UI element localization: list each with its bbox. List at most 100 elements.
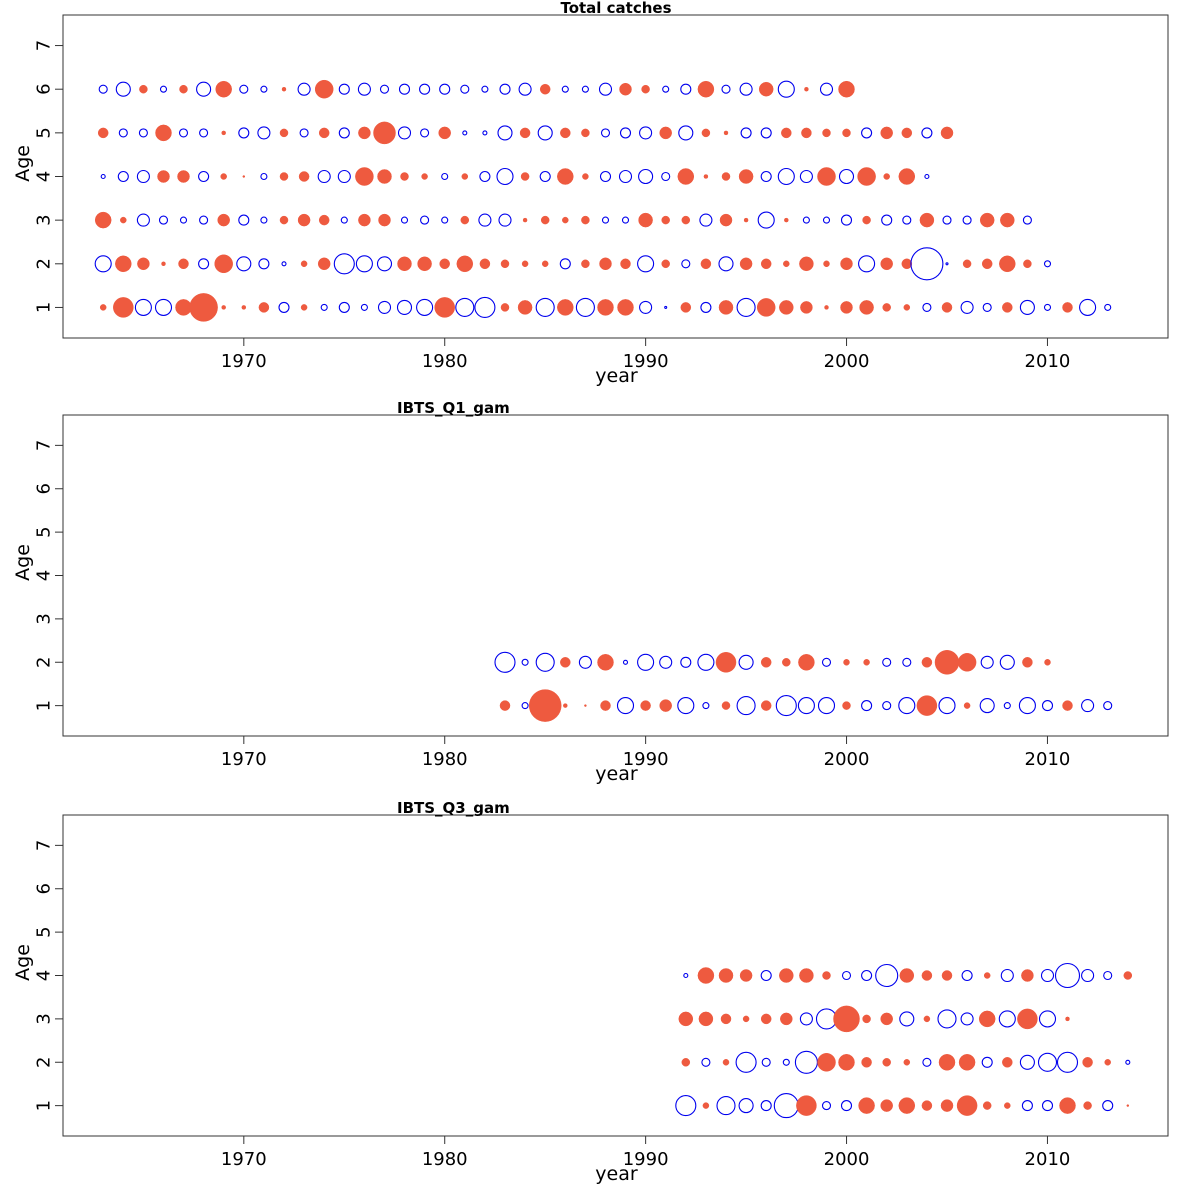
negative-residual-bubble (559, 258, 571, 270)
positive-residual-bubble (179, 84, 188, 94)
negative-residual-bubble (739, 82, 753, 96)
y-tick-label: 1 (33, 1100, 54, 1111)
negative-residual-bubble (683, 972, 689, 979)
negative-residual-bubble (260, 172, 268, 181)
positive-residual-bubble (581, 128, 590, 138)
negative-residual-bubble (238, 127, 250, 139)
negative-residual-bubble (760, 127, 772, 139)
positive-residual-bubble (817, 1053, 836, 1072)
positive-residual-bubble (880, 126, 893, 140)
positive-residual-bubble (742, 1015, 750, 1023)
negative-residual-bubble (621, 216, 630, 224)
positive-residual-bubble (940, 126, 954, 140)
positive-residual-bubble (94, 211, 112, 229)
positive-residual-bubble (921, 970, 933, 981)
y-tick-label: 4 (33, 570, 54, 581)
positive-residual-bubble (1017, 1008, 1038, 1030)
positive-residual-bubble (439, 258, 450, 270)
negative-residual-bubble (1104, 303, 1112, 311)
positive-residual-bubble (880, 1012, 893, 1026)
negative-residual-bubble (659, 655, 673, 669)
positive-residual-bubble (582, 173, 589, 180)
negative-residual-bubble (481, 85, 489, 93)
positive-residual-bubble (659, 699, 672, 712)
positive-residual-bubble (678, 1011, 694, 1027)
positive-residual-bubble (858, 1097, 875, 1114)
negative-residual-bubble (337, 169, 351, 184)
negative-residual-bubble (355, 255, 373, 273)
positive-residual-bubble (823, 260, 830, 268)
negative-residual-bubble (619, 127, 632, 139)
negative-residual-bubble (260, 216, 268, 224)
negative-residual-bubble (198, 170, 210, 183)
positive-residual-bubble (115, 255, 132, 273)
negative-residual-bubble (258, 258, 270, 270)
positive-residual-bubble (838, 80, 855, 98)
positive-residual-bubble (661, 259, 670, 269)
negative-residual-bubble (257, 126, 271, 140)
y-tick-label: 1 (33, 700, 54, 711)
negative-residual-bubble (638, 168, 654, 185)
positive-residual-bubble (715, 652, 737, 673)
negative-residual-bubble (701, 1057, 711, 1067)
negative-residual-bubble (999, 654, 1015, 670)
negative-residual-bubble (760, 170, 772, 183)
positive-residual-bubble (700, 258, 712, 270)
negative-residual-bubble (136, 169, 150, 184)
negative-residual-bubble (297, 82, 311, 96)
positive-residual-bubble (843, 659, 850, 666)
negative-residual-bubble (1040, 968, 1055, 983)
negative-residual-bubble (1054, 962, 1081, 989)
x-tick-label: 2000 (824, 749, 870, 770)
y-tick-label: 1 (33, 302, 54, 313)
negative-residual-bubble (680, 83, 692, 95)
positive-residual-bubble (120, 216, 127, 224)
positive-residual-bubble (641, 84, 650, 94)
negative-residual-bubble (902, 657, 912, 667)
positive-residual-bubble (702, 1102, 710, 1109)
negative-residual-bubble (773, 1093, 799, 1119)
positive-residual-bubble (300, 260, 308, 268)
negative-residual-bubble (581, 85, 589, 93)
positive-residual-bubble (934, 650, 960, 675)
y-tick-label: 6 (33, 83, 54, 94)
positive-residual-bubble (1022, 657, 1033, 668)
negative-residual-bubble (199, 128, 209, 138)
negative-residual-bubble (299, 128, 309, 138)
positive-residual-bubble (1083, 1101, 1092, 1110)
negative-residual-bubble (360, 303, 368, 311)
positive-residual-bubble (373, 121, 396, 145)
positive-residual-bubble (1000, 212, 1015, 228)
negative-residual-bubble (441, 216, 449, 224)
negative-residual-bubble (661, 171, 671, 182)
positive-residual-bubble (1059, 1097, 1076, 1114)
negative-residual-bubble (1056, 1051, 1079, 1073)
negative-residual-bubble (960, 1012, 974, 1026)
positive-residual-bubble (298, 171, 310, 182)
negative-residual-bubble (338, 127, 350, 139)
negative-residual-bubble (960, 300, 974, 314)
negative-residual-bubble (799, 1012, 813, 1026)
positive-residual-bubble (314, 79, 334, 99)
negative-residual-bubble (875, 963, 899, 988)
negative-residual-bubble (396, 299, 413, 315)
positive-residual-bubble (880, 257, 893, 271)
negative-residual-bubble (942, 215, 952, 225)
negative-residual-bubble (1000, 968, 1014, 983)
positive-residual-bubble (113, 297, 134, 318)
positive-residual-bubble (99, 304, 107, 311)
negative-residual-bubble (680, 656, 692, 668)
negative-residual-bubble (921, 127, 933, 139)
negative-residual-bubble (697, 653, 715, 671)
positive-residual-bubble (638, 212, 653, 228)
positive-residual-bubble (677, 168, 695, 185)
negative-residual-bubble (637, 255, 655, 273)
negative-residual-bubble (340, 216, 348, 224)
y-tick-label: 2 (33, 1057, 54, 1068)
positive-residual-bubble (221, 130, 226, 136)
positive-residual-bubble (743, 217, 749, 223)
negative-residual-bubble (497, 125, 513, 141)
negative-residual-bubble (1103, 970, 1113, 981)
positive-residual-bubble (899, 968, 915, 983)
